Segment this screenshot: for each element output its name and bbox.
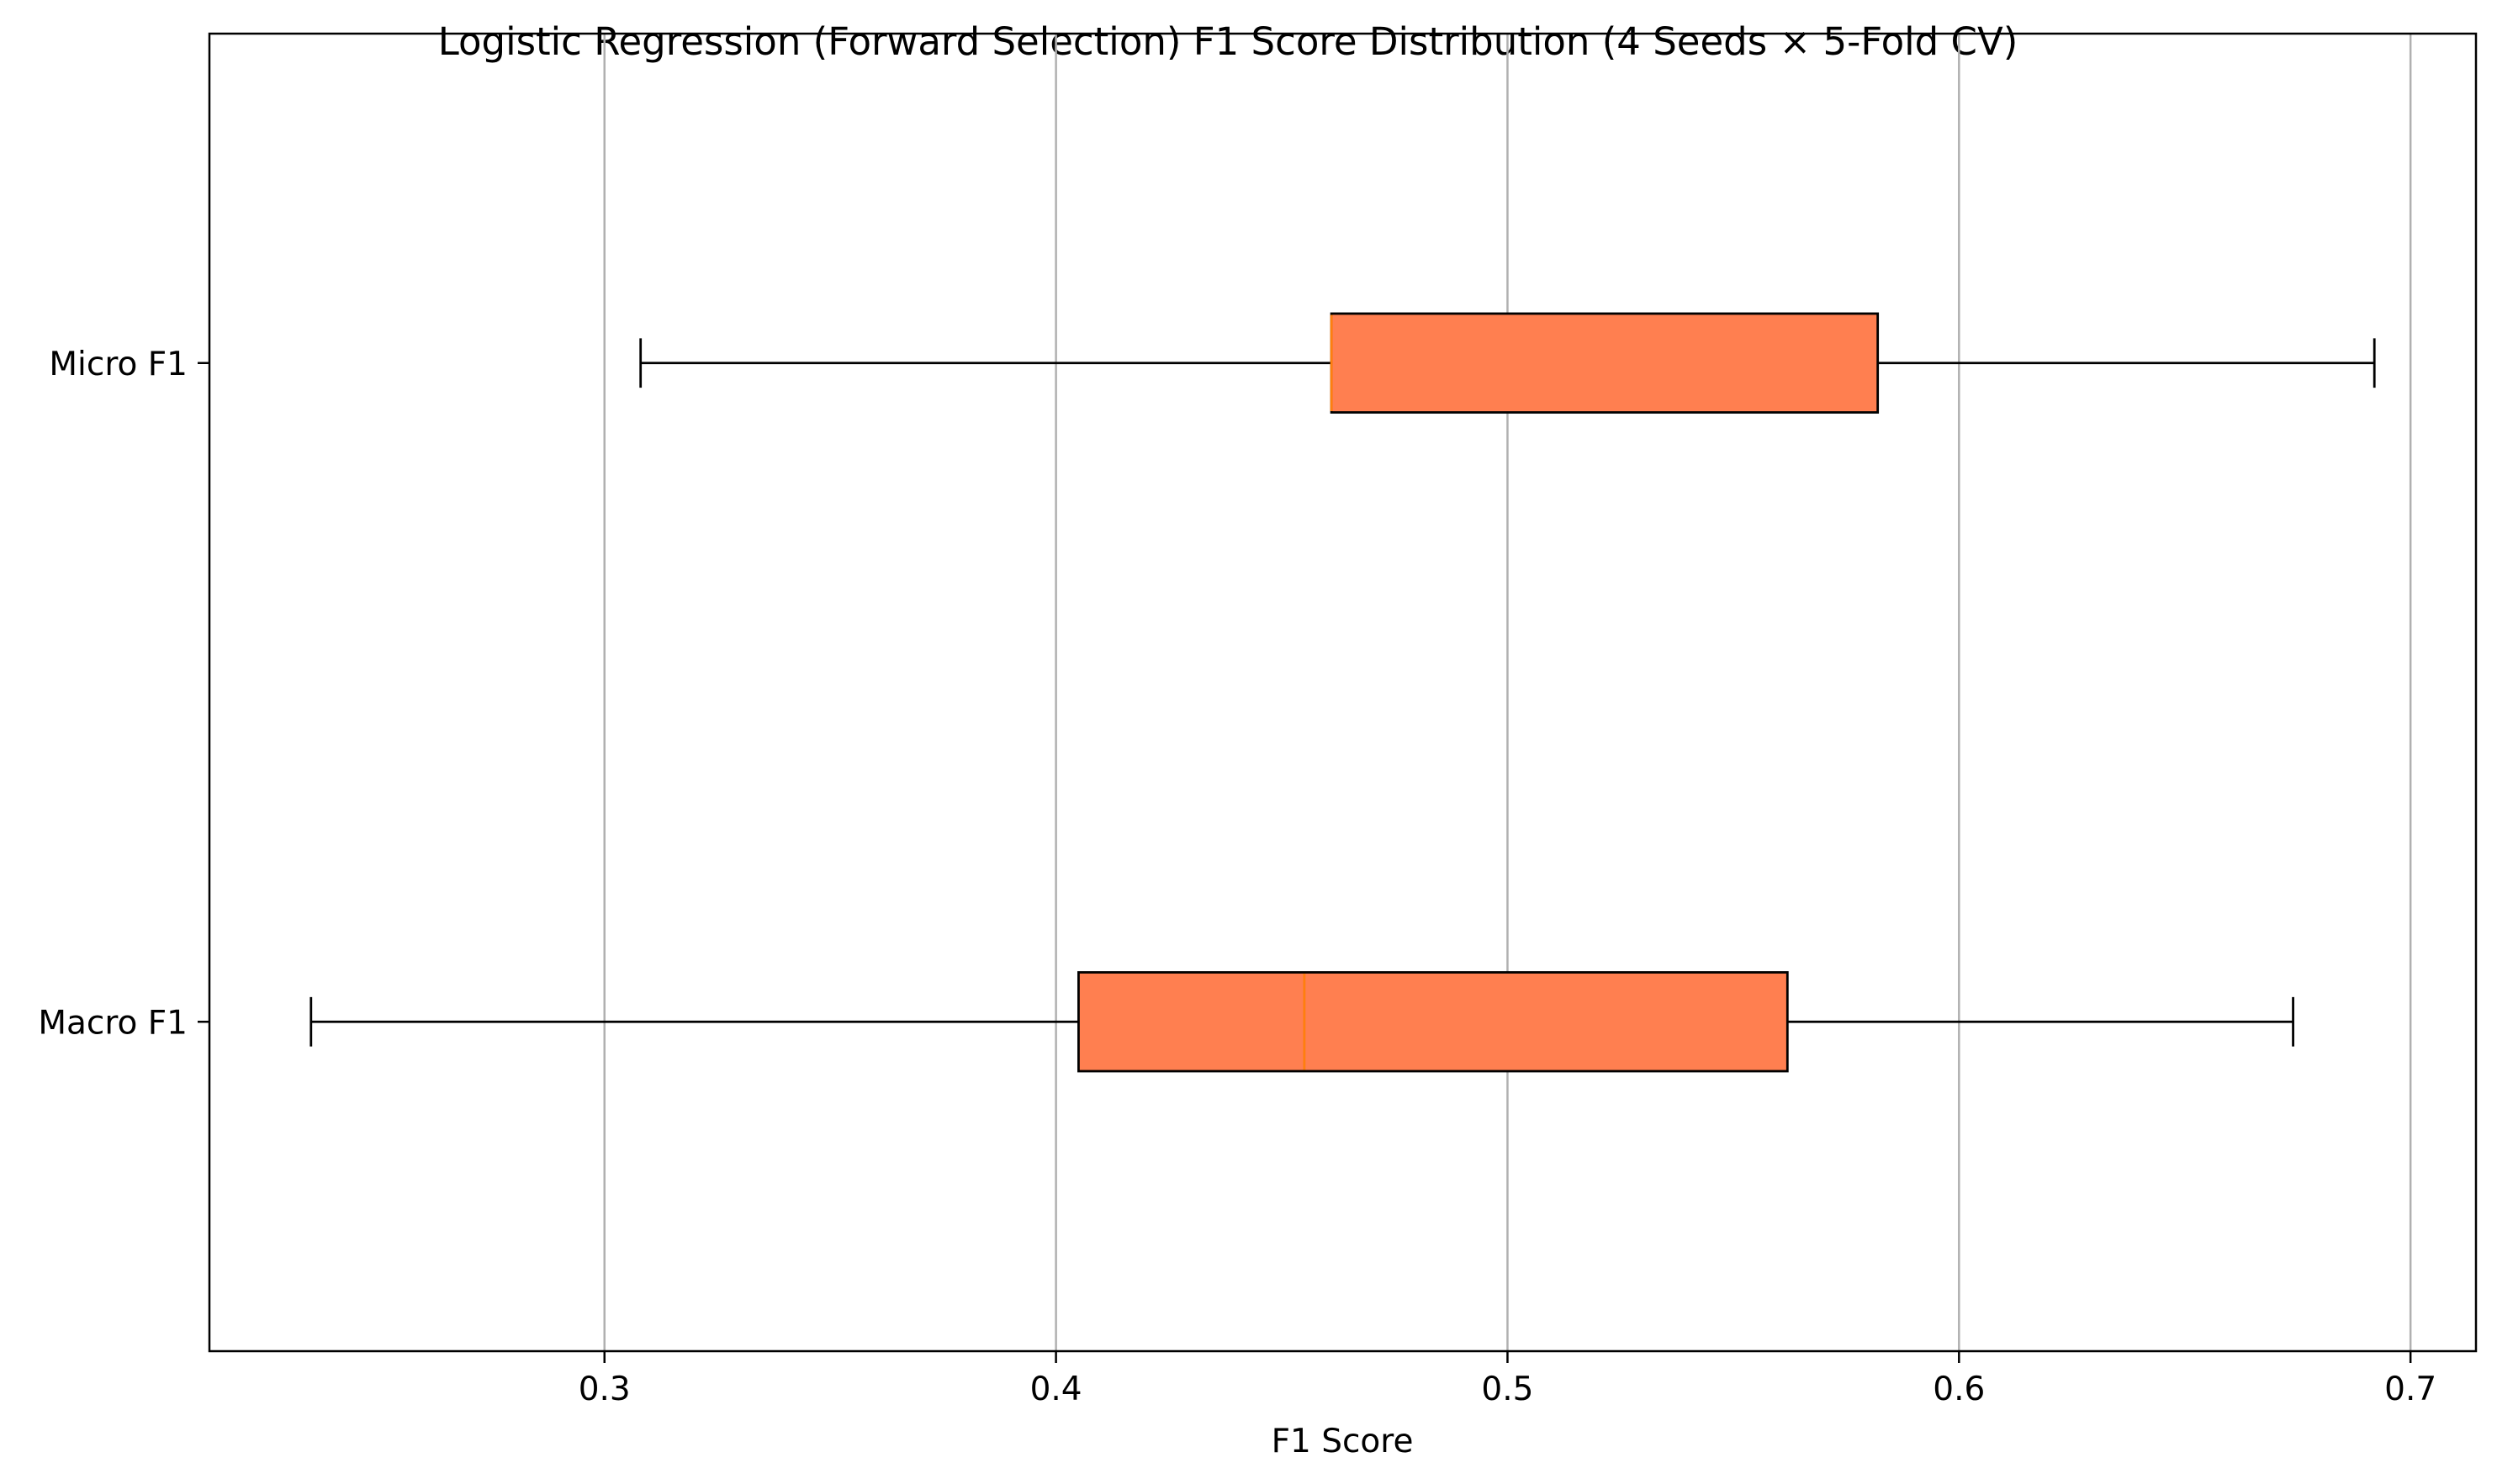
box-micro-f1 bbox=[639, 312, 2376, 414]
y-tick-label: Macro F1 bbox=[38, 1004, 188, 1042]
x-tick-label: 0.3 bbox=[579, 1370, 631, 1408]
iqr-box bbox=[1077, 971, 1789, 1073]
plot-frame bbox=[208, 32, 2478, 1353]
iqr-box bbox=[1330, 312, 1880, 414]
box-macro-f1 bbox=[309, 971, 2294, 1073]
x-tick-label: 0.7 bbox=[2384, 1370, 2436, 1408]
grid-lines bbox=[603, 34, 2412, 1351]
x-tick-label: 0.6 bbox=[1933, 1370, 1985, 1408]
box-series bbox=[309, 312, 2376, 1073]
x-axis-ticks: 0.3 0.4 0.5 0.6 0.7 bbox=[579, 1351, 2436, 1408]
x-tick-label: 0.5 bbox=[1481, 1370, 1533, 1408]
chart-title: Logistic Regression (Forward Selection) … bbox=[438, 19, 2018, 64]
y-tick-label: Micro F1 bbox=[49, 346, 188, 383]
x-axis-label: F1 Score bbox=[1272, 1423, 1414, 1460]
x-tick-label: 0.4 bbox=[1030, 1370, 1082, 1408]
y-axis-ticks: Micro F1 Macro F1 bbox=[38, 346, 209, 1042]
